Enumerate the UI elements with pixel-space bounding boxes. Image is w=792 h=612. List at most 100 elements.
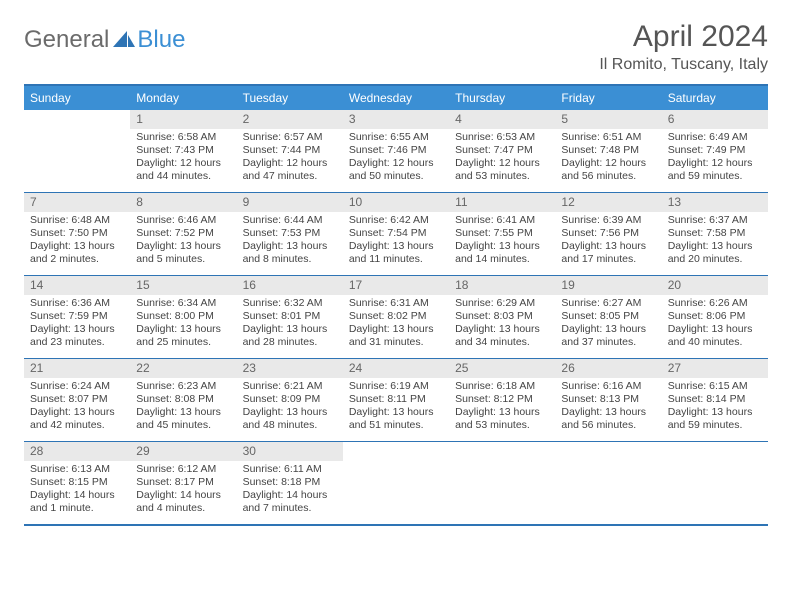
day-number: 21 bbox=[24, 359, 130, 378]
week-row: 7Sunrise: 6:48 AMSunset: 7:50 PMDaylight… bbox=[24, 193, 768, 276]
daylight-text: Daylight: 13 hours and 48 minutes. bbox=[243, 406, 337, 432]
day-number: 15 bbox=[130, 276, 236, 295]
sunrise-text: Sunrise: 6:53 AM bbox=[455, 131, 549, 144]
sunrise-text: Sunrise: 6:11 AM bbox=[243, 463, 337, 476]
cell-body: Sunrise: 6:15 AMSunset: 8:14 PMDaylight:… bbox=[662, 378, 768, 439]
day-number: 5 bbox=[555, 110, 661, 129]
logo-text-blue: Blue bbox=[137, 26, 185, 54]
daylight-text: Daylight: 13 hours and 42 minutes. bbox=[30, 406, 124, 432]
calendar-cell: 3Sunrise: 6:55 AMSunset: 7:46 PMDaylight… bbox=[343, 110, 449, 192]
sunrise-text: Sunrise: 6:27 AM bbox=[561, 297, 655, 310]
logo: General Blue bbox=[24, 20, 185, 54]
day-number: 10 bbox=[343, 193, 449, 212]
sunrise-text: Sunrise: 6:32 AM bbox=[243, 297, 337, 310]
sunset-text: Sunset: 7:54 PM bbox=[349, 227, 443, 240]
cell-body: Sunrise: 6:58 AMSunset: 7:43 PMDaylight:… bbox=[130, 129, 236, 190]
cell-body: Sunrise: 6:11 AMSunset: 8:18 PMDaylight:… bbox=[237, 461, 343, 522]
daylight-text: Daylight: 12 hours and 53 minutes. bbox=[455, 157, 549, 183]
sunset-text: Sunset: 7:44 PM bbox=[243, 144, 337, 157]
day-number: 6 bbox=[662, 110, 768, 129]
cell-body: Sunrise: 6:24 AMSunset: 8:07 PMDaylight:… bbox=[24, 378, 130, 439]
daylight-text: Daylight: 13 hours and 40 minutes. bbox=[668, 323, 762, 349]
cell-body bbox=[662, 461, 768, 469]
calendar-cell: 14Sunrise: 6:36 AMSunset: 7:59 PMDayligh… bbox=[24, 276, 130, 358]
day-number: 16 bbox=[237, 276, 343, 295]
week-row: 28Sunrise: 6:13 AMSunset: 8:15 PMDayligh… bbox=[24, 442, 768, 524]
sunrise-text: Sunrise: 6:49 AM bbox=[668, 131, 762, 144]
sunset-text: Sunset: 7:49 PM bbox=[668, 144, 762, 157]
sunrise-text: Sunrise: 6:24 AM bbox=[30, 380, 124, 393]
week-row: 1Sunrise: 6:58 AMSunset: 7:43 PMDaylight… bbox=[24, 110, 768, 193]
cell-body: Sunrise: 6:53 AMSunset: 7:47 PMDaylight:… bbox=[449, 129, 555, 190]
day-number: 27 bbox=[662, 359, 768, 378]
day-number: 18 bbox=[449, 276, 555, 295]
sunset-text: Sunset: 8:08 PM bbox=[136, 393, 230, 406]
dow-sunday: Sunday bbox=[24, 86, 130, 110]
location-subtitle: Il Romito, Tuscany, Italy bbox=[599, 56, 768, 74]
sunrise-text: Sunrise: 6:16 AM bbox=[561, 380, 655, 393]
sunrise-text: Sunrise: 6:41 AM bbox=[455, 214, 549, 227]
day-number: 1 bbox=[130, 110, 236, 129]
calendar-cell: 21Sunrise: 6:24 AMSunset: 8:07 PMDayligh… bbox=[24, 359, 130, 441]
cell-body: Sunrise: 6:42 AMSunset: 7:54 PMDaylight:… bbox=[343, 212, 449, 273]
sunrise-text: Sunrise: 6:46 AM bbox=[136, 214, 230, 227]
sunset-text: Sunset: 8:17 PM bbox=[136, 476, 230, 489]
page-title: April 2024 bbox=[599, 20, 768, 54]
sunset-text: Sunset: 8:03 PM bbox=[455, 310, 549, 323]
sunset-text: Sunset: 7:53 PM bbox=[243, 227, 337, 240]
sunrise-text: Sunrise: 6:19 AM bbox=[349, 380, 443, 393]
sunrise-text: Sunrise: 6:31 AM bbox=[349, 297, 443, 310]
day-number: 2 bbox=[237, 110, 343, 129]
week-row: 14Sunrise: 6:36 AMSunset: 7:59 PMDayligh… bbox=[24, 276, 768, 359]
day-number: 11 bbox=[449, 193, 555, 212]
day-number bbox=[662, 442, 768, 461]
sunrise-text: Sunrise: 6:18 AM bbox=[455, 380, 549, 393]
daylight-text: Daylight: 13 hours and 11 minutes. bbox=[349, 240, 443, 266]
cell-body: Sunrise: 6:32 AMSunset: 8:01 PMDaylight:… bbox=[237, 295, 343, 356]
daylight-text: Daylight: 13 hours and 28 minutes. bbox=[243, 323, 337, 349]
sunset-text: Sunset: 8:07 PM bbox=[30, 393, 124, 406]
daylight-text: Daylight: 13 hours and 2 minutes. bbox=[30, 240, 124, 266]
sunset-text: Sunset: 7:46 PM bbox=[349, 144, 443, 157]
sunset-text: Sunset: 7:52 PM bbox=[136, 227, 230, 240]
sunset-text: Sunset: 8:06 PM bbox=[668, 310, 762, 323]
daylight-text: Daylight: 13 hours and 17 minutes. bbox=[561, 240, 655, 266]
calendar-cell: 2Sunrise: 6:57 AMSunset: 7:44 PMDaylight… bbox=[237, 110, 343, 192]
cell-body: Sunrise: 6:21 AMSunset: 8:09 PMDaylight:… bbox=[237, 378, 343, 439]
sunrise-text: Sunrise: 6:15 AM bbox=[668, 380, 762, 393]
calendar-cell: 26Sunrise: 6:16 AMSunset: 8:13 PMDayligh… bbox=[555, 359, 661, 441]
day-number: 30 bbox=[237, 442, 343, 461]
sunset-text: Sunset: 8:13 PM bbox=[561, 393, 655, 406]
calendar-cell: 25Sunrise: 6:18 AMSunset: 8:12 PMDayligh… bbox=[449, 359, 555, 441]
cell-body: Sunrise: 6:13 AMSunset: 8:15 PMDaylight:… bbox=[24, 461, 130, 522]
dow-header-row: Sunday Monday Tuesday Wednesday Thursday… bbox=[24, 86, 768, 110]
sunrise-text: Sunrise: 6:39 AM bbox=[561, 214, 655, 227]
cell-body: Sunrise: 6:49 AMSunset: 7:49 PMDaylight:… bbox=[662, 129, 768, 190]
cell-body: Sunrise: 6:23 AMSunset: 8:08 PMDaylight:… bbox=[130, 378, 236, 439]
day-number: 26 bbox=[555, 359, 661, 378]
sunrise-text: Sunrise: 6:58 AM bbox=[136, 131, 230, 144]
day-number: 28 bbox=[24, 442, 130, 461]
logo-text-general: General bbox=[24, 26, 109, 54]
day-number: 23 bbox=[237, 359, 343, 378]
sunset-text: Sunset: 7:50 PM bbox=[30, 227, 124, 240]
sunrise-text: Sunrise: 6:37 AM bbox=[668, 214, 762, 227]
day-number bbox=[24, 110, 130, 129]
sunset-text: Sunset: 8:14 PM bbox=[668, 393, 762, 406]
calendar: Sunday Monday Tuesday Wednesday Thursday… bbox=[24, 84, 768, 526]
calendar-cell-empty bbox=[555, 442, 661, 524]
daylight-text: Daylight: 13 hours and 59 minutes. bbox=[668, 406, 762, 432]
cell-body: Sunrise: 6:36 AMSunset: 7:59 PMDaylight:… bbox=[24, 295, 130, 356]
day-number bbox=[343, 442, 449, 461]
sunset-text: Sunset: 8:00 PM bbox=[136, 310, 230, 323]
day-number: 7 bbox=[24, 193, 130, 212]
daylight-text: Daylight: 13 hours and 5 minutes. bbox=[136, 240, 230, 266]
cell-body bbox=[24, 129, 130, 137]
daylight-text: Daylight: 13 hours and 31 minutes. bbox=[349, 323, 443, 349]
day-number: 13 bbox=[662, 193, 768, 212]
calendar-cell-empty bbox=[662, 442, 768, 524]
sunset-text: Sunset: 8:12 PM bbox=[455, 393, 549, 406]
sunset-text: Sunset: 8:05 PM bbox=[561, 310, 655, 323]
cell-body: Sunrise: 6:48 AMSunset: 7:50 PMDaylight:… bbox=[24, 212, 130, 273]
calendar-cell-empty bbox=[449, 442, 555, 524]
